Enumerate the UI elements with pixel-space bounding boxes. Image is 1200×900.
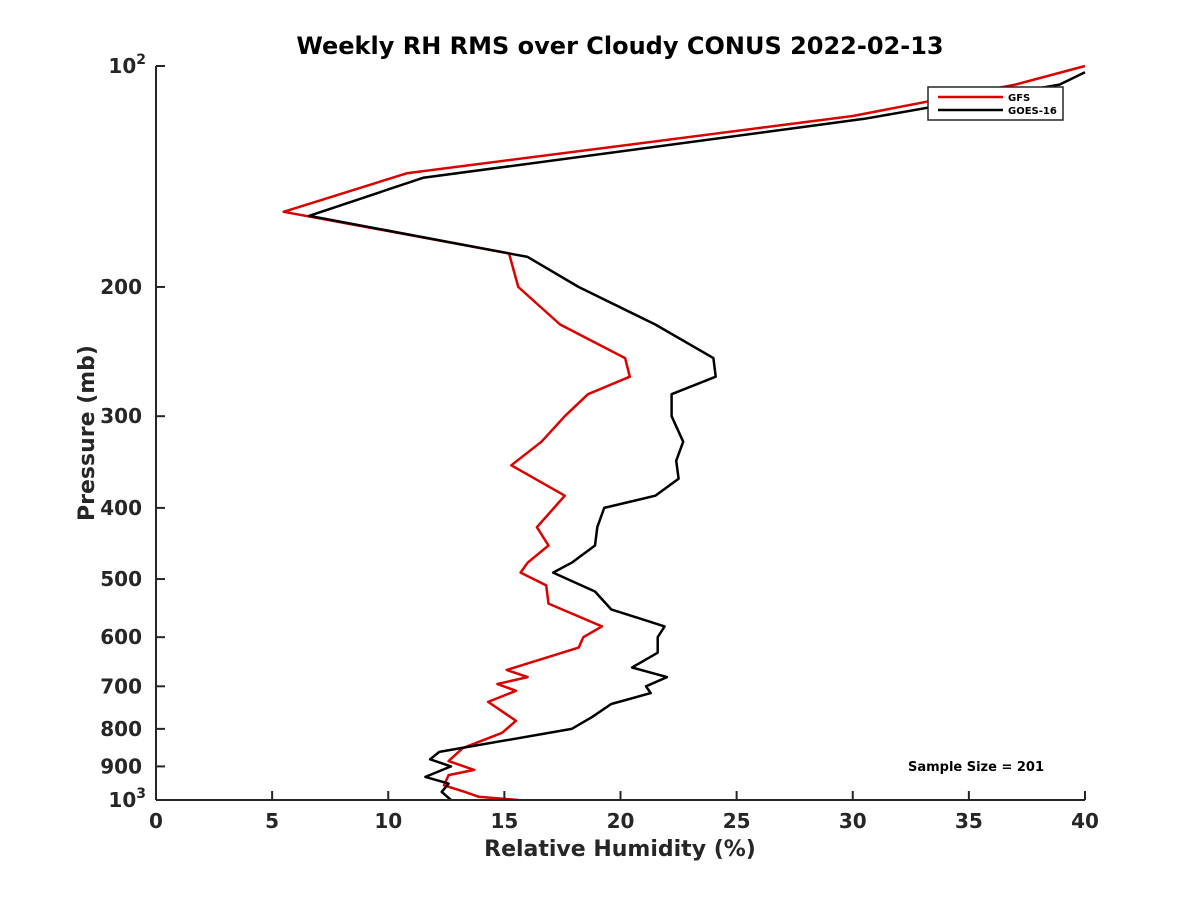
- y-tick-label: 500: [100, 567, 142, 591]
- legend: GFS GOES-16: [927, 86, 1064, 121]
- y-tick-label: 102: [108, 52, 146, 78]
- series-line-goes16: [308, 71, 1086, 800]
- x-tick-label: 25: [723, 809, 751, 833]
- y-axis-title: Pressure (mb): [75, 345, 100, 521]
- x-tick-label: 20: [607, 809, 635, 833]
- sample-size-annotation: Sample Size = 201: [908, 760, 1044, 775]
- x-tick-label: 35: [955, 809, 983, 833]
- x-tick-label: 10: [374, 809, 402, 833]
- x-tick-label: 5: [265, 809, 279, 833]
- y-tick-label: 103: [108, 786, 146, 812]
- x-tick-label: 0: [149, 809, 163, 833]
- y-tick-label: 800: [100, 717, 142, 741]
- y-tick-label: 700: [100, 674, 142, 698]
- series-layer: [282, 64, 1086, 800]
- x-axis-ticks: 0 5 10 15 20 25 30 35 40: [149, 791, 1099, 833]
- y-tick-label: 600: [100, 625, 142, 649]
- legend-box: [927, 86, 1064, 121]
- legend-label-goes16: GOES-16: [1008, 106, 1057, 117]
- y-tick-label: 200: [100, 275, 142, 299]
- y-tick-label: 900: [100, 754, 142, 778]
- y-axis-ticks: 102 200 300 400 500 600 700 800 900 103: [100, 52, 165, 812]
- x-tick-label: 30: [839, 809, 867, 833]
- y-tick-label: 300: [100, 404, 142, 428]
- x-axis-title: Relative Humidity (%): [484, 837, 756, 862]
- chart-title: Weekly RH RMS over Cloudy CONUS 2022-02-…: [296, 32, 943, 60]
- legend-label-gfs: GFS: [1008, 93, 1030, 104]
- x-tick-label: 15: [490, 809, 518, 833]
- series-line-gfs: [282, 64, 1086, 800]
- y-tick-label: 400: [100, 496, 142, 520]
- x-tick-label: 40: [1071, 809, 1099, 833]
